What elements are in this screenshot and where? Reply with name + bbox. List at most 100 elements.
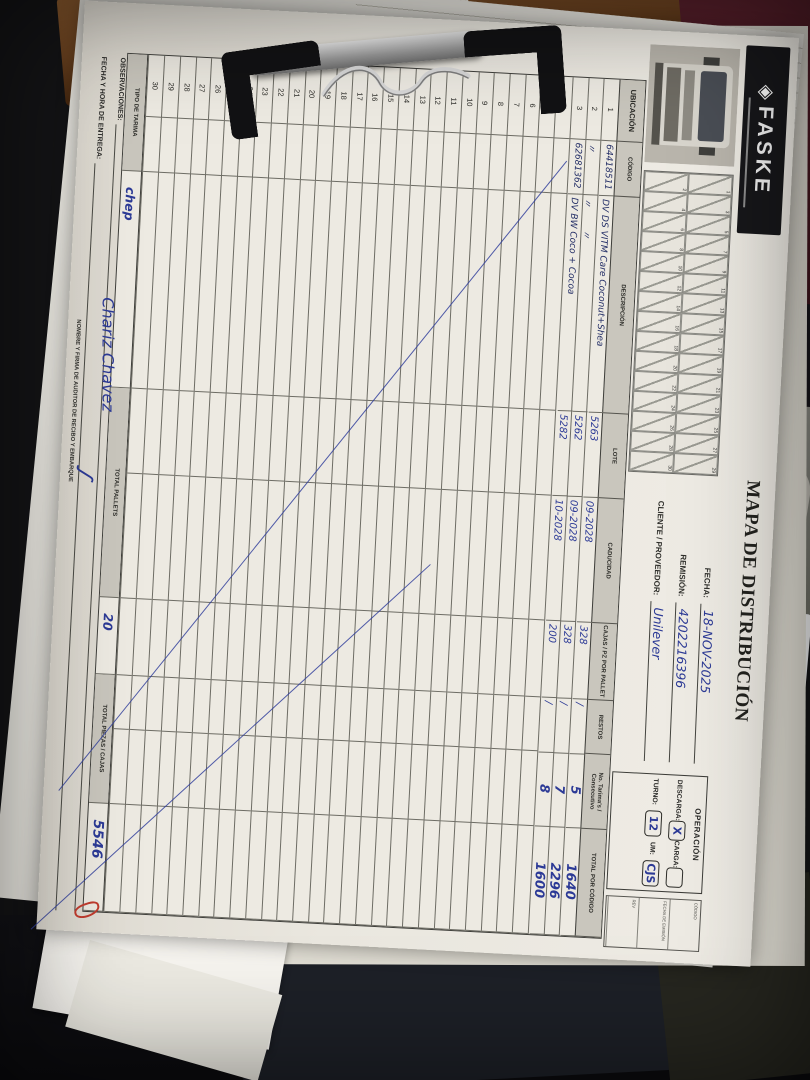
mapa-de-distribucion-form: ◈ FASKE 1 2 3 4 5 6 7 8 9 10 11 12 13 14 15 16 17 18 19 20 2…	[30, 0, 800, 967]
um-label: UM:	[648, 841, 656, 855]
map-cell: 15	[680, 313, 726, 336]
cell-codigo	[143, 116, 162, 173]
cell-restos	[443, 692, 462, 748]
map-cell: 24	[632, 390, 678, 414]
cell-cajas: 200	[541, 620, 560, 698]
cell-codigo	[535, 137, 554, 193]
truck-photo-icon	[644, 44, 741, 167]
remision-label: REMISIÓN:	[676, 554, 688, 597]
cell-codigo	[410, 130, 428, 187]
map-cell: 23	[676, 393, 722, 416]
map-cell: 19	[678, 353, 724, 376]
map-cell: 22	[633, 370, 679, 394]
cell-codigo	[520, 136, 538, 193]
cell-codigo	[331, 126, 350, 183]
map-cell: 5	[685, 213, 731, 236]
map-cell: 6	[641, 211, 687, 234]
cell-lote: 5282	[552, 411, 571, 497]
cell-restos	[302, 684, 321, 741]
column-header: TOTAL POR CÓDIGO	[575, 828, 607, 938]
map-cell: 3	[686, 193, 732, 216]
cell-restos: /	[554, 697, 572, 754]
cell-codigo: 64418511	[599, 140, 616, 197]
cell-restos	[396, 689, 415, 746]
cell-restos	[192, 678, 211, 735]
cell-codigo	[316, 125, 334, 182]
cell-restos	[365, 687, 384, 744]
cell-codigo	[394, 129, 413, 186]
cell-codigo	[159, 117, 177, 174]
descarga-label: DESCARGA:	[673, 779, 684, 822]
cell-codigo	[300, 125, 319, 181]
map-cell: 16	[636, 310, 682, 334]
auditor-signature: Chariz Chavez	[98, 297, 118, 412]
faske-logo: ◈ FASKE	[736, 45, 791, 236]
map-cell: 26	[631, 410, 677, 434]
fecha-label: FECHA:	[701, 567, 713, 599]
cell-codigo	[426, 131, 444, 188]
clipboard-clip-grip-right	[463, 24, 567, 120]
descarga-checkbox: X	[667, 820, 686, 842]
header-fields: FECHA: 18-NOV-2025 REMISIÓN: 4202216396 …	[634, 451, 725, 765]
column-header: CÓDIGO	[614, 141, 643, 198]
faske-diamond-icon: ◈	[754, 84, 778, 101]
cell-restos	[522, 696, 541, 752]
cell-restos	[381, 688, 399, 745]
map-cell: 1	[687, 173, 733, 196]
observaciones-label: OBSERVACIONES:	[115, 57, 127, 121]
cell-codigo	[457, 133, 476, 189]
trailer-map: 1 2 3 4 5 6 7 8 9 10 11 12 13 14 15 16 17 18 19 20 21 22 23 24 2…	[628, 170, 734, 477]
column-header: CAJAS / PZ POR PALLET	[588, 622, 618, 701]
cell-codigo	[473, 134, 491, 190]
cell-restos	[224, 680, 242, 737]
column-header: No. Tarima's / Consecutivo	[581, 754, 611, 831]
cell-tarimas: 8	[534, 751, 553, 828]
map-cell: 8	[640, 231, 686, 254]
map-cell: 12	[638, 270, 684, 294]
column-header: LOTE	[598, 413, 629, 500]
map-cell: 18	[635, 330, 681, 354]
cell-codigo	[363, 128, 381, 184]
cell-codigo	[190, 119, 209, 175]
map-cell: 10	[639, 251, 685, 274]
turno-label: TURNO:	[650, 778, 660, 806]
cell-codigo	[174, 118, 193, 175]
remision-value: 4202216396	[668, 602, 692, 763]
map-cell: 20	[634, 350, 680, 374]
map-cell: 28	[630, 430, 676, 454]
cell-restos	[145, 676, 164, 732]
cell-codigo	[488, 134, 507, 191]
cell-restos	[318, 685, 336, 742]
operacion-title: OPERACIÓN	[690, 808, 703, 862]
um-value-box: CJS	[641, 859, 660, 887]
cell-restos	[475, 693, 493, 750]
doc-rev-label: REV	[605, 896, 639, 948]
cell-codigo: 62681362	[567, 139, 585, 195]
cell-restos	[428, 691, 446, 747]
map-cell: 17	[679, 333, 725, 356]
fecha-value: 18-NOV-2025	[693, 603, 717, 765]
cell-codigo	[504, 135, 523, 192]
map-cell: 7	[684, 233, 730, 256]
cell-codigo	[206, 120, 224, 176]
document-control-box: CÓDIGO FECHA DE EMISIÓN REV	[603, 895, 702, 953]
cell-restos	[334, 686, 352, 742]
cell-restos: /	[569, 698, 587, 755]
cell-codigo	[347, 127, 366, 184]
cell-restos	[459, 692, 478, 749]
clipboard-clip-wire-handle	[321, 65, 471, 97]
map-cell: 21	[677, 373, 723, 396]
cell-codigo	[441, 132, 460, 189]
cell-restos	[506, 695, 525, 751]
cell-restos	[208, 679, 227, 736]
cliente-proveedor-label: CLIENTE / PROVEEDOR:	[651, 500, 666, 596]
operacion-box: OPERACIÓN DESCARGA: X CARGA: TURNO: 12 U…	[606, 771, 709, 895]
turno-value-box: 12	[644, 810, 663, 837]
cell-codigo	[379, 129, 397, 185]
carga-checkbox	[665, 867, 684, 889]
cell-restos: /	[538, 697, 556, 753]
doc-codigo-label: CÓDIGO	[667, 899, 701, 951]
form-title: MAPA DE DISTRIBUCIÓN	[730, 479, 764, 723]
map-cell: 9	[683, 253, 729, 276]
